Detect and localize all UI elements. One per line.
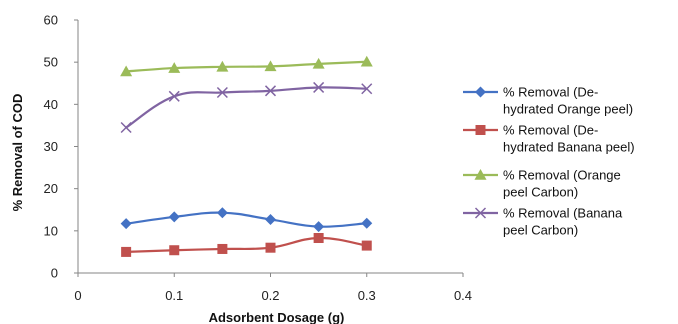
series-1: [120, 207, 373, 233]
legend-label: peel Carbon): [503, 185, 578, 200]
legend-item-2: % Removal (De-hydrated Banana peel): [463, 123, 635, 155]
data-point: [216, 86, 228, 99]
legend-marker: [475, 86, 486, 98]
legend-marker: [475, 125, 486, 135]
y-tick-label: 20: [44, 181, 58, 196]
x-axis-ticks: 0 0.1 0.2 0.3 0.4: [74, 273, 472, 303]
y-tick-label: 60: [44, 13, 58, 28]
x-tick-label: 0.3: [358, 288, 376, 303]
y-axis-label: % Removal of COD: [10, 94, 25, 212]
data-point: [265, 213, 276, 225]
data-point: [169, 245, 180, 256]
series-2: [121, 233, 372, 257]
legend-marker: [474, 169, 487, 180]
data-point: [120, 121, 132, 134]
series-4: [120, 81, 373, 134]
y-tick-label: 0: [51, 266, 58, 281]
x-tick-label: 0.2: [261, 288, 279, 303]
data-point: [120, 65, 133, 77]
data-point: [216, 207, 228, 219]
data-point: [216, 60, 229, 72]
data-point: [361, 217, 373, 229]
series-line: [125, 86, 367, 129]
data-point: [361, 240, 372, 251]
data-point: [313, 233, 324, 244]
data-point: [312, 57, 325, 69]
data-point: [313, 81, 325, 93]
data-point: [361, 83, 373, 95]
x-tick-label: 0: [74, 288, 81, 303]
legend-item-3: % Removal (Orange peel Carbon): [463, 168, 621, 200]
data-point: [168, 62, 181, 73]
series-line: [125, 211, 367, 228]
legend: % Removal (De-hydrated Orange peel)% Rem…: [463, 85, 635, 238]
legend-label: peel Carbon): [503, 223, 578, 238]
y-tick-label: 30: [44, 139, 58, 154]
x-tick-label: 0.4: [454, 288, 472, 303]
data-point: [168, 211, 180, 223]
legend-item-4: % Removal (Banana peel Carbon): [463, 206, 623, 238]
series-line: [126, 60, 367, 73]
legend-item-1: % Removal (De-hydrated Orange peel): [463, 85, 633, 117]
data-point: [120, 218, 132, 230]
data-point: [264, 85, 277, 97]
legend-label: % Removal (Banana: [503, 206, 623, 221]
legend-label: % Removal (De-: [503, 123, 598, 138]
y-tick-label: 50: [44, 55, 58, 70]
data-point: [264, 60, 277, 72]
series-layer: [120, 55, 373, 257]
y-axis-ticks: 0 10 20 30 40 50 60: [44, 13, 78, 281]
legend-label: % Removal (Orange: [503, 168, 621, 183]
data-point: [360, 55, 373, 67]
data-point: [121, 246, 132, 257]
series-3: [120, 55, 373, 77]
x-tick-label: 0.1: [165, 288, 183, 303]
data-point: [313, 221, 325, 233]
y-tick-label: 40: [44, 97, 58, 112]
legend-label: hydrated Banana peel): [503, 140, 635, 155]
data-point: [168, 90, 180, 102]
legend-label: % Removal (De-: [503, 85, 598, 100]
y-tick-label: 10: [44, 223, 58, 238]
x-axis-label: Adsorbent Dosage (g): [209, 310, 345, 324]
series-line: [126, 236, 367, 254]
legend-label: hydrated Orange peel): [503, 102, 633, 117]
data-point: [265, 242, 276, 253]
legend-marker: [474, 207, 487, 219]
data-point: [217, 243, 228, 254]
